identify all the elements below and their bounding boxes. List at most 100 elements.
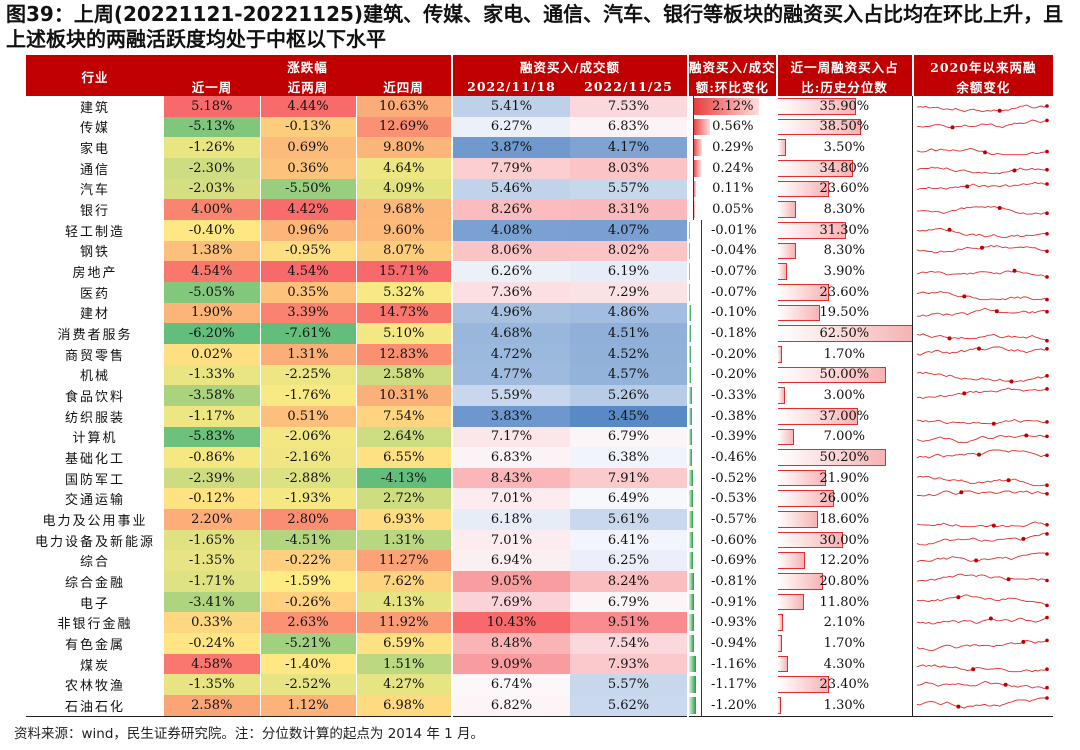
sparkline-end xyxy=(1045,373,1049,378)
table-row: 医药 -5.05% 0.35% 5.32% 7.36% 7.29% -0.07% 23.60% xyxy=(26,281,1054,303)
table-row: 汽车 -2.03% -5.50% 4.09% 5.46% 5.57% 0.11% 23.60% xyxy=(26,178,1054,200)
sparkline-end xyxy=(1045,104,1049,108)
percentile-label: 8.30% xyxy=(823,202,865,218)
ratio-change-cell: -0.38% xyxy=(687,405,777,427)
percentile-label: 12.20% xyxy=(819,553,870,569)
percentile-label: 4.30% xyxy=(823,656,865,672)
sparkline-end xyxy=(1045,249,1049,253)
return-4w-cell: 6.55% xyxy=(356,447,453,468)
ratio-1118-cell: 7.69% xyxy=(451,591,570,613)
ratio-1125-cell: 8.02% xyxy=(570,240,688,262)
return-1w-cell: -1.33% xyxy=(164,364,261,386)
return-1w-cell: -5.13% xyxy=(164,116,261,138)
sparkline-marker xyxy=(1006,478,1011,483)
sparkline-path xyxy=(917,387,1048,400)
table-row: 食品饮料 -3.58% -1.76% 10.31% 5.59% 5.26% -0.33% 3.… xyxy=(26,385,1054,406)
industry-cell: 非银行金融 xyxy=(26,612,164,634)
ratio-1125-cell: 6.25% xyxy=(570,550,688,572)
ratio-change-axis xyxy=(701,261,702,282)
sparkline-marker xyxy=(977,452,982,457)
percentile-cell: 11.80% xyxy=(776,591,913,613)
ratio-change-axis xyxy=(701,343,702,365)
sparkline-svg xyxy=(917,696,1049,709)
ratio-1125-cell: 4.57% xyxy=(570,364,688,386)
sparkline-end xyxy=(1045,616,1049,620)
ratio-1118-cell: 4.77% xyxy=(451,364,570,386)
percentile-bar xyxy=(777,449,887,466)
percentile-label: 23.60% xyxy=(819,284,870,300)
sparkline-marker xyxy=(947,336,952,341)
balance-sparkline-cell xyxy=(912,96,1054,117)
ratio-change-label: -0.94% xyxy=(710,635,757,651)
sparkline-end xyxy=(1045,346,1049,351)
sparkline-end xyxy=(1045,434,1049,438)
sparkline-end xyxy=(1045,275,1049,279)
return-2w-cell: -0.26% xyxy=(260,591,357,613)
percentile-bar xyxy=(777,242,797,260)
table-row: 石油石化 2.58% 1.12% 6.98% 6.82% 5.62% -1.20% 1.30% xyxy=(26,695,1054,717)
ratio-1118-cell: 6.18% xyxy=(451,509,570,530)
industry-cell: 计算机 xyxy=(26,426,164,448)
percentile-bar xyxy=(777,469,826,487)
sparkline-svg xyxy=(917,681,1049,690)
ratio-change-cell: -0.10% xyxy=(687,302,777,324)
percentile-cell: 7.00% xyxy=(776,426,913,448)
return-1w-cell: 0.02% xyxy=(164,343,261,365)
percentile-cell: 12.20% xyxy=(776,550,913,572)
return-2w-cell: -2.16% xyxy=(260,447,357,468)
return-2w-cell: -1.59% xyxy=(260,571,357,592)
percentile-bar xyxy=(777,511,819,528)
sparkline-path xyxy=(917,104,1048,113)
sparkline-svg xyxy=(917,206,1049,216)
ratio-change-axis xyxy=(693,96,694,117)
return-1w-cell: -3.41% xyxy=(164,591,261,613)
return-1w-cell: -2.03% xyxy=(164,178,261,200)
return-4w-cell: 9.60% xyxy=(356,219,453,241)
percentile-label: 62.50% xyxy=(819,326,870,342)
sparkline-marker xyxy=(988,616,993,621)
return-4w-cell: 11.27% xyxy=(356,550,453,572)
balance-sparkline-cell xyxy=(912,612,1054,634)
percentile-label: 7.00% xyxy=(823,429,865,445)
sparkline-end xyxy=(1045,118,1049,122)
sparkline-svg xyxy=(916,521,1049,528)
ratio-1125-cell: 7.54% xyxy=(570,633,688,654)
return-1w-cell: -1.35% xyxy=(164,674,261,696)
industry-cell: 基础化工 xyxy=(26,447,164,468)
ratio-change-bar xyxy=(689,593,695,611)
ratio-change-label: -0.53% xyxy=(710,491,757,507)
return-1w-cell: -0.86% xyxy=(164,447,261,468)
percentile-bar xyxy=(777,614,784,632)
return-4w-cell: 6.98% xyxy=(356,695,453,717)
percentile-label: 11.80% xyxy=(819,594,870,610)
table-row: 房地产 4.54% 4.54% 15.71% 6.26% 6.19% -0.07% 3.90% xyxy=(26,261,1054,282)
balance-sparkline-cell xyxy=(912,178,1054,200)
ratio-1125-cell: 4.52% xyxy=(570,343,688,365)
industry-cell: 传媒 xyxy=(26,116,164,138)
ratio-change-bar xyxy=(689,655,696,673)
ratio-change-label: -1.16% xyxy=(710,656,757,672)
table-row: 综合金融 -1.71% -1.59% 7.62% 9.05% 8.24% -0.81% 20.… xyxy=(26,571,1054,592)
ratio-1125-cell: 8.31% xyxy=(570,199,688,220)
percentile-cell: 34.80% xyxy=(776,157,913,179)
percentile-label: 21.90% xyxy=(819,470,870,486)
ratio-change-cell: -0.53% xyxy=(687,488,777,510)
ratio-1125-cell: 7.29% xyxy=(570,281,688,303)
ratio-change-bar xyxy=(689,573,694,590)
ratio-change-cell: 0.05% xyxy=(687,199,777,220)
percentile-cell: 30.00% xyxy=(776,529,913,551)
sparkline-marker xyxy=(1021,536,1026,541)
ratio-change-axis xyxy=(693,157,694,179)
ratio-change-cell: -0.01% xyxy=(687,219,777,241)
ratio-change-bar xyxy=(689,531,693,549)
return-1w-cell: 1.90% xyxy=(164,302,261,324)
ratio-1125-cell: 9.51% xyxy=(570,612,688,634)
return-2w-cell: 0.35% xyxy=(260,281,357,303)
return-1w-cell: 2.20% xyxy=(164,509,261,530)
return-2w-cell: 1.12% xyxy=(260,695,357,717)
return-4w-cell: 6.93% xyxy=(356,509,453,530)
sparkline-svg xyxy=(916,244,1049,254)
ratio-change-axis xyxy=(701,591,702,613)
balance-sparkline-cell xyxy=(912,447,1054,468)
ratio-change-bar xyxy=(689,407,692,425)
